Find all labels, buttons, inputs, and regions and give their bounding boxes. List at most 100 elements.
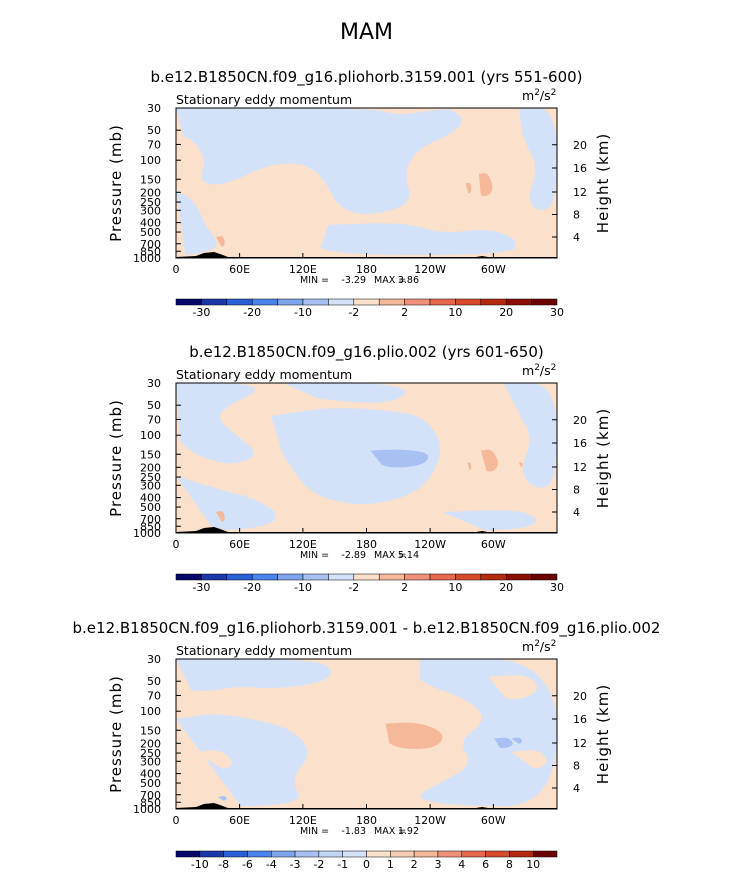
y-tick-label: 400 (140, 492, 161, 505)
x-tick-label: 60E (229, 814, 250, 827)
colorbar-label: -20 (243, 581, 261, 594)
y-tick-label: 200 (140, 186, 161, 199)
x-tick-label: 0 (173, 538, 180, 551)
x-tick-label: 120E (289, 814, 317, 827)
colorbar-box (485, 850, 510, 858)
x-tick-label: 120E (289, 538, 317, 551)
y-tick-label: 1000 (133, 527, 161, 540)
y-right-tick-label: 12 (573, 461, 587, 474)
colorbar-box (199, 850, 224, 858)
y-tick-label: 400 (140, 217, 161, 230)
left-string: Stationary eddy momentum (176, 367, 353, 382)
y-tick-label: 250 (140, 196, 161, 209)
colorbar-box (461, 850, 486, 858)
y-tick-label: 500 (140, 226, 161, 239)
y-tick-label: 300 (140, 479, 161, 492)
y-tick-label: 500 (140, 777, 161, 790)
x-tick-label: 60W (481, 538, 506, 551)
contour-region (320, 223, 516, 255)
y-right-tick-label: 8 (573, 760, 580, 773)
contour-region (419, 659, 557, 806)
contour-region (467, 462, 472, 470)
colorbar-label: 8 (506, 858, 513, 871)
colorbar-box (226, 298, 253, 306)
colorbar-box (251, 298, 278, 306)
contour-region (217, 796, 227, 801)
y-tick-label: 70 (147, 413, 161, 426)
colorbar-box (294, 850, 320, 858)
y-tick-label: 300 (140, 755, 161, 768)
y-right-tick-label: 20 (573, 414, 587, 427)
max-value: 1.92 (398, 826, 419, 837)
colorbar-box (328, 298, 355, 306)
contour-region (518, 462, 523, 467)
units-label: m2/s2 (522, 363, 556, 378)
y-tick-label: 100 (140, 705, 161, 718)
colorbar-label: 10 (448, 306, 462, 319)
max-value: 5.14 (398, 550, 419, 561)
colorbar-box (302, 298, 329, 306)
contour-region (511, 750, 547, 769)
colorbar-box (302, 573, 329, 581)
colorbar-label: -2 (348, 581, 359, 594)
colorbar-box (353, 573, 380, 581)
y-tick-label: 150 (140, 724, 161, 737)
y-right-tick-label: 8 (573, 209, 580, 222)
contour-region (518, 108, 557, 210)
y-tick-label: 850 (140, 520, 161, 533)
min-label: MIN = (300, 275, 329, 286)
colorbar-label: -8 (218, 858, 229, 871)
y-right-axis-label: Height (km) (594, 684, 612, 784)
y-right-tick-label: 16 (573, 162, 587, 175)
units-text: m (522, 363, 535, 379)
colorbar-label: -3 (290, 858, 301, 871)
min-label: MIN = (300, 550, 329, 561)
units-text: /s (539, 363, 551, 379)
contour-region (442, 510, 537, 530)
colorbar-label: -30 (192, 581, 210, 594)
x-tick-label: 0 (173, 814, 180, 827)
contour-region (480, 449, 498, 472)
contour-region (176, 108, 462, 214)
y-tick-label: 850 (140, 796, 161, 809)
contour-region (216, 236, 225, 247)
colorbar-box (251, 573, 278, 581)
colorbar-box (247, 850, 272, 858)
min-value: -1.83 (341, 826, 366, 837)
colorbar-box (378, 298, 405, 306)
colorbar-box (531, 573, 558, 581)
contour-region (176, 659, 332, 691)
x-tick-label: 60E (229, 538, 250, 551)
colorbar-label: -30 (192, 306, 210, 319)
contour-region (176, 190, 217, 255)
units-superscript: 2 (534, 639, 540, 649)
x-tick-label: 120W (414, 814, 446, 827)
y-tick-label: 850 (140, 245, 161, 258)
colorbar-box (413, 850, 439, 858)
colorbar-box (531, 298, 558, 306)
colorbar-label: -2 (313, 858, 324, 871)
contour-region (216, 511, 225, 522)
x-tick-label: 120W (414, 263, 446, 276)
max-label: MAX = (374, 275, 406, 286)
x-tick-label: 180 (356, 538, 377, 551)
colorbar-box (353, 298, 380, 306)
y-right-axis-label: Height (km) (594, 133, 612, 233)
contour-region (176, 476, 277, 530)
y-tick-label: 70 (147, 689, 161, 702)
y-tick-label: 30 (147, 653, 161, 666)
units-text: m (522, 88, 535, 104)
contour-region (494, 737, 513, 749)
colorbar-box (175, 298, 202, 306)
units-superscript: 2 (550, 88, 557, 98)
y-tick-label: 500 (140, 501, 161, 514)
x-tick-label: 60E (229, 263, 250, 276)
y-right-axis-label: Height (km) (594, 408, 612, 508)
units-superscript: 2 (534, 88, 540, 98)
max-value: 3.86 (398, 275, 419, 286)
y-tick-label: 100 (140, 154, 161, 167)
colorbar-box (404, 573, 431, 581)
colorbar-label: 0 (363, 858, 370, 871)
y-tick-label: 30 (147, 377, 161, 390)
